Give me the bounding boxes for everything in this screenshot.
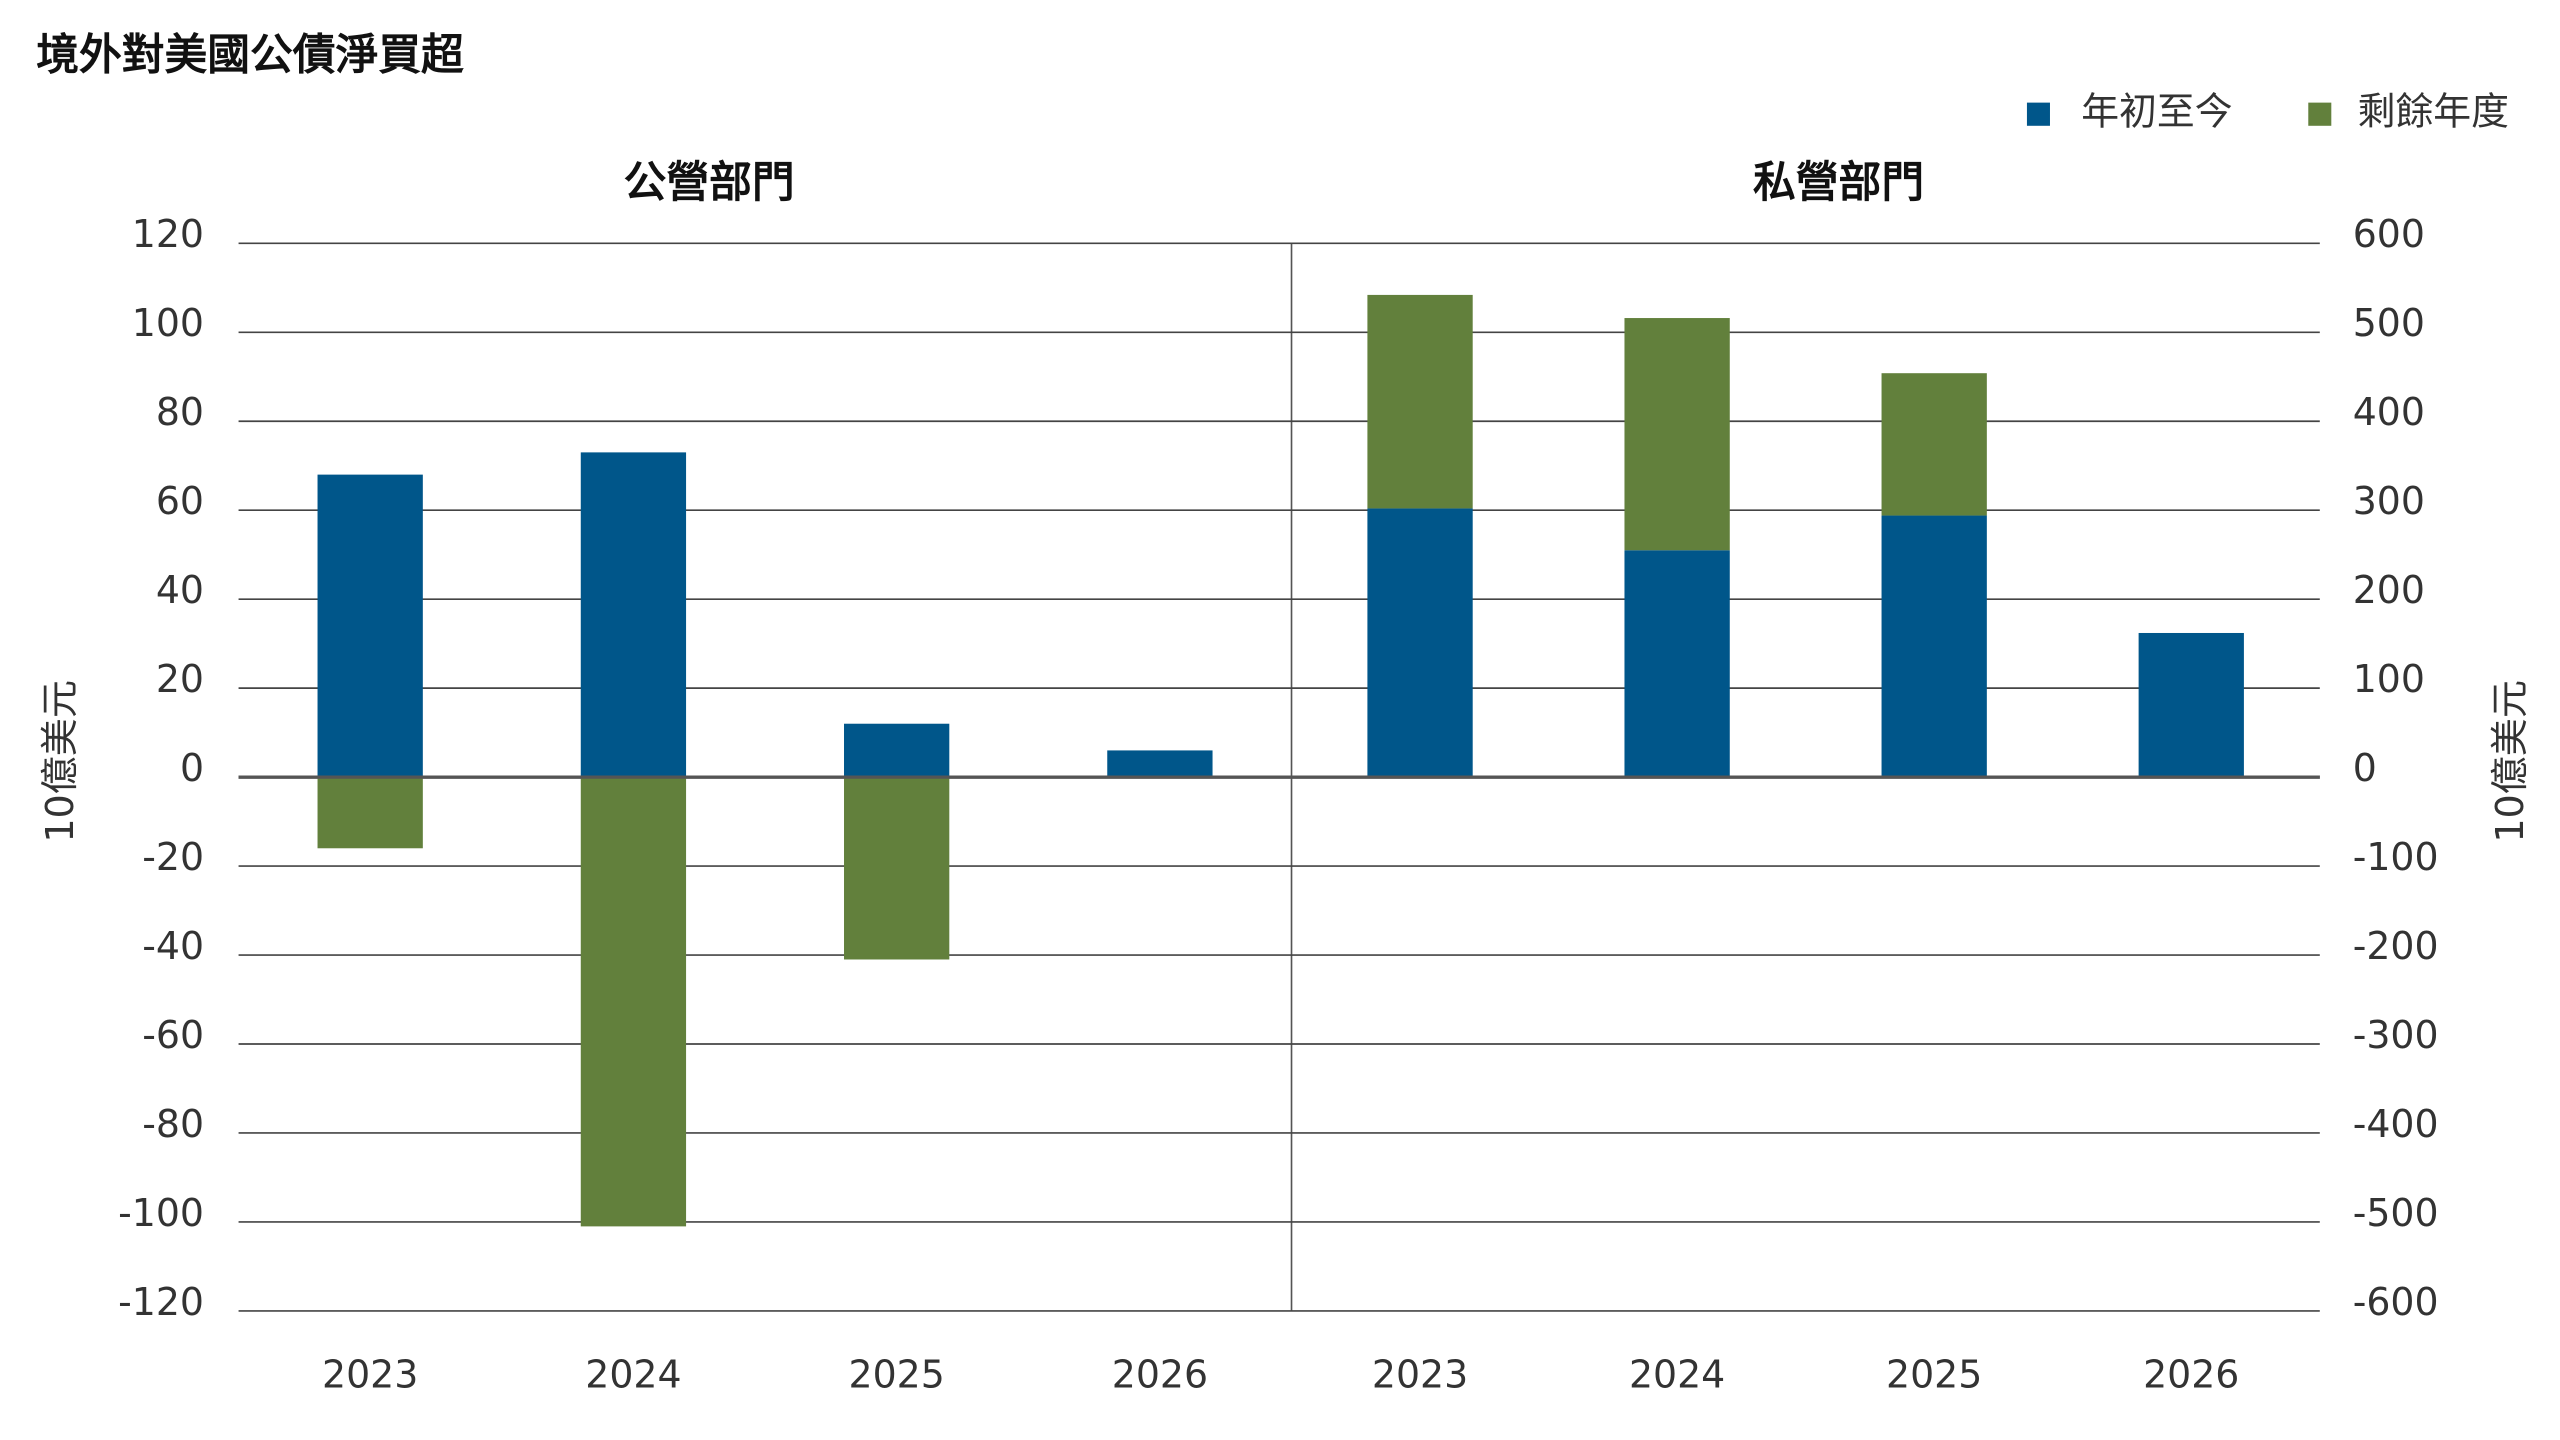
bar	[844, 777, 950, 960]
y-tick-label: 0	[180, 746, 204, 790]
y-tick-label: 60	[156, 479, 204, 523]
bar	[1107, 750, 1213, 778]
y-tick-label: -500	[2353, 1191, 2439, 1235]
y-tick-label: 300	[2353, 479, 2425, 523]
legend-label: 剩餘年度	[2358, 90, 2509, 134]
y-tick-label: -600	[2353, 1280, 2439, 1324]
y-tick-label: 200	[2353, 568, 2425, 612]
y-tick-label: -200	[2353, 924, 2439, 968]
y-tick-label: -100	[118, 1191, 204, 1235]
y-tick-label: -40	[142, 924, 204, 968]
y-tick-label: 0	[2353, 746, 2377, 790]
bar	[844, 723, 950, 778]
y-tick-label: -20	[142, 835, 204, 879]
y-tick-label: 100	[2353, 657, 2425, 701]
x-tick-label: 2023	[322, 1353, 418, 1397]
y-tick-label: 500	[2353, 301, 2425, 345]
y-tick-label: -60	[142, 1013, 204, 1057]
bar	[580, 452, 687, 778]
x-tick-label: 2024	[1629, 1353, 1725, 1397]
y-tick-label: -120	[118, 1280, 204, 1324]
x-tick-label: 2026	[1112, 1353, 1208, 1397]
y-tick-label: -80	[142, 1102, 204, 1146]
bar	[1624, 550, 1730, 778]
legend-label: 年初至今	[2081, 90, 2232, 134]
x-tick-label: 2025	[849, 1353, 945, 1397]
bar	[1624, 318, 1730, 551]
x-tick-label: 2024	[585, 1353, 681, 1397]
bar	[1881, 515, 1987, 778]
y-tick-label: 400	[2353, 390, 2425, 434]
legend-swatch	[2308, 102, 2332, 126]
y-axis-label: 10億美元	[2488, 680, 2532, 843]
panel-title: 公營部門	[624, 158, 795, 208]
chart-title: 境外對美國公債淨買超	[36, 30, 464, 80]
x-tick-label: 2023	[1372, 1353, 1468, 1397]
y-tick-label: 20	[156, 657, 204, 701]
legend-swatch	[2026, 102, 2050, 126]
bar	[1367, 508, 1473, 778]
y-tick-label: 100	[132, 301, 204, 345]
bar	[317, 777, 423, 849]
y-tick-label: -100	[2353, 835, 2439, 879]
y-tick-label: 80	[156, 390, 204, 434]
y-axis-label: 10億美元	[38, 680, 82, 843]
panel-title: 私營部門	[1753, 158, 1924, 208]
bar	[1367, 294, 1473, 509]
y-tick-label: 600	[2353, 212, 2425, 256]
x-tick-label: 2025	[1886, 1353, 1982, 1397]
y-tick-label: -300	[2353, 1013, 2439, 1057]
y-tick-label: 120	[132, 212, 204, 256]
bar	[580, 777, 687, 1227]
y-tick-label: 40	[156, 568, 204, 612]
bar	[317, 474, 423, 778]
y-tick-label: -400	[2353, 1102, 2439, 1146]
x-tick-label: 2026	[2143, 1353, 2239, 1397]
bar	[2138, 632, 2244, 778]
bar	[1881, 373, 1987, 516]
